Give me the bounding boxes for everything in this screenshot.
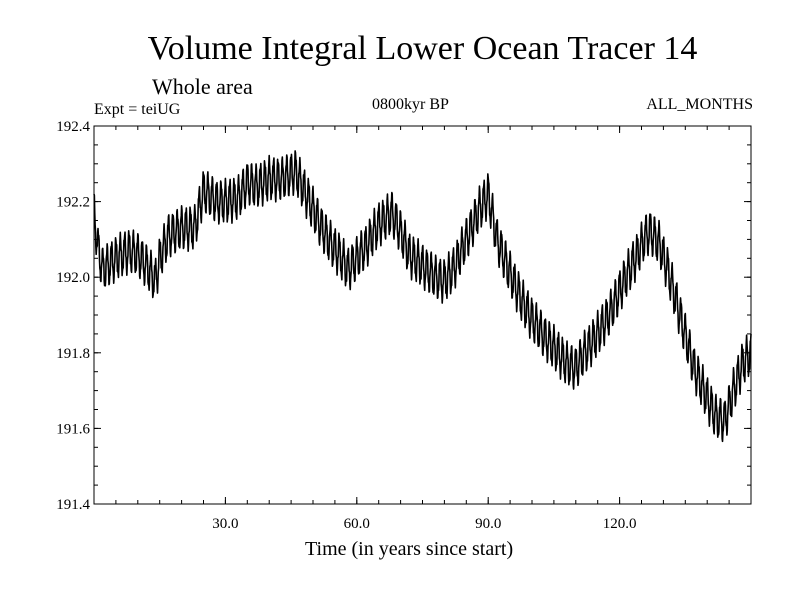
chart-title: Volume Integral Lower Ocean Tracer 14 bbox=[147, 30, 698, 67]
y-tick-label: 192.2 bbox=[56, 195, 90, 211]
chart-subtitle: Whole area bbox=[152, 74, 253, 99]
plot-frame bbox=[93, 125, 752, 505]
experiment-label: Expt = teiUG bbox=[94, 101, 181, 118]
x-axis-label: Time (in years since start) bbox=[305, 538, 514, 560]
axes: 191.4 191.6 191.8 192.0 192.2 192.4 30.0 60.0 90… bbox=[56, 119, 752, 532]
y-tick-label: 191.6 bbox=[56, 421, 90, 437]
y-tick-label: 192.0 bbox=[56, 270, 90, 286]
x-tick-label: 60.0 bbox=[344, 516, 370, 532]
x-tick-label: 30.0 bbox=[212, 516, 238, 532]
series-group bbox=[93, 150, 752, 443]
x-tick-label: 90.0 bbox=[475, 516, 501, 532]
months-label: ALL_MONTHS bbox=[646, 96, 753, 113]
y-tick-label: 192.4 bbox=[56, 119, 90, 135]
series-line bbox=[93, 150, 752, 443]
period-label: 0800kyr BP bbox=[372, 96, 449, 113]
y-tick-label: 191.4 bbox=[56, 497, 90, 513]
x-tick-label: 120.0 bbox=[603, 516, 637, 532]
y-tick-label: 191.8 bbox=[56, 346, 90, 362]
